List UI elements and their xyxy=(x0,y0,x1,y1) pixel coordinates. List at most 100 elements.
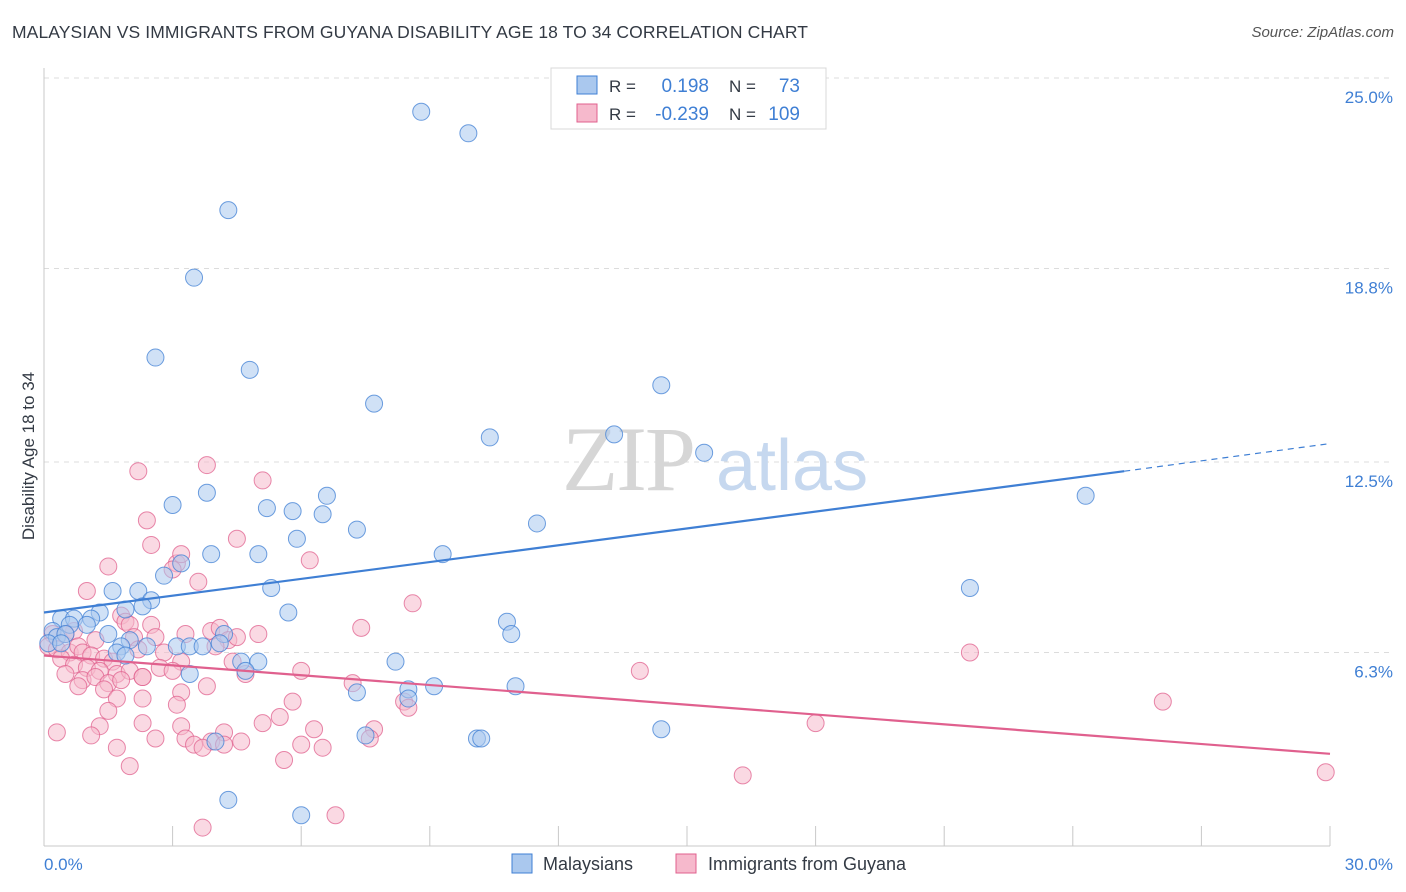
point-guyana-71 xyxy=(283,692,302,711)
point-malaysians-21 xyxy=(202,545,221,564)
point-malaysians-69 xyxy=(356,726,375,745)
point-malaysians-5 xyxy=(240,360,259,379)
source-label: Source: ZipAtlas.com xyxy=(1251,24,1394,41)
point-guyana-68 xyxy=(107,689,126,708)
point-malaysians-19 xyxy=(527,514,546,533)
point-malaysians-11 xyxy=(163,496,182,515)
y-tick-label-3: 25.0% xyxy=(1345,88,1393,107)
point-malaysians-0 xyxy=(412,102,431,121)
point-guyana-69 xyxy=(133,689,152,708)
point-malaysians-67 xyxy=(399,689,418,708)
y-tick-label-2: 18.8% xyxy=(1345,278,1393,297)
point-guyana-61 xyxy=(112,671,131,690)
point-guyana-98 xyxy=(275,750,294,769)
point-guyana-56 xyxy=(630,661,649,680)
point-malaysians-23 xyxy=(433,545,452,564)
point-malaysians-24 xyxy=(155,566,174,585)
point-malaysians-14 xyxy=(283,502,302,521)
point-guyana-3 xyxy=(137,511,156,530)
point-guyana-44 xyxy=(960,643,979,662)
point-guyana-75 xyxy=(99,701,118,720)
point-malaysians-2 xyxy=(219,201,238,220)
point-guyana-57 xyxy=(56,664,75,683)
legend-n-value-1: 73 xyxy=(779,76,800,97)
point-malaysians-22 xyxy=(249,545,268,564)
point-guyana-12 xyxy=(77,582,96,601)
point-malaysians-1 xyxy=(459,124,478,143)
point-malaysians-72 xyxy=(206,732,225,751)
point-guyana-84 xyxy=(47,723,66,742)
trend-line-malaysians xyxy=(43,470,1125,614)
legend-n-label-2: N = xyxy=(729,105,756,124)
point-malaysians-55 xyxy=(210,634,229,653)
legend-n-label-1: N = xyxy=(729,77,756,96)
point-malaysians-6 xyxy=(652,376,671,395)
point-malaysians-74 xyxy=(292,806,311,825)
point-guyana-93 xyxy=(313,738,332,757)
point-malaysians-39 xyxy=(77,615,96,634)
point-malaysians-8 xyxy=(480,428,499,447)
trend-line-guyana xyxy=(43,654,1331,755)
data-points xyxy=(39,102,1335,837)
point-guyana-95 xyxy=(107,738,126,757)
point-guyana-64 xyxy=(95,680,114,699)
point-guyana-97 xyxy=(806,714,825,733)
legend-r-label-2: R = xyxy=(609,105,636,124)
gridlines xyxy=(44,77,1393,653)
y-axis-label: Disability Age 18 to 34 xyxy=(19,372,38,540)
point-malaysians-4 xyxy=(146,348,165,367)
legend-r-value-1: 0.198 xyxy=(661,76,709,97)
point-malaysians-17 xyxy=(317,486,336,505)
point-guyana-99 xyxy=(120,757,139,776)
point-malaysians-59 xyxy=(249,652,268,671)
point-guyana-63 xyxy=(69,677,88,696)
trend-lines xyxy=(43,442,1331,755)
point-guyana-13 xyxy=(403,594,422,613)
point-guyana-2 xyxy=(253,471,272,490)
x-tick-label-min: 0.0% xyxy=(44,855,83,874)
legend-n-value-2: 109 xyxy=(768,104,800,125)
point-malaysians-31 xyxy=(133,597,152,616)
point-malaysians-16 xyxy=(313,505,332,524)
point-guyana-30 xyxy=(249,625,268,644)
point-guyana-76 xyxy=(133,714,152,733)
point-guyana-0 xyxy=(129,462,148,481)
point-malaysians-26 xyxy=(103,582,122,601)
point-guyana-5 xyxy=(142,535,161,554)
point-malaysians-3 xyxy=(185,268,204,287)
point-malaysians-13 xyxy=(257,499,276,518)
watermark: ZIP atlas xyxy=(562,408,868,510)
point-guyana-103 xyxy=(193,818,212,837)
point-malaysians-71 xyxy=(472,729,491,748)
point-malaysians-60 xyxy=(386,652,405,671)
point-guyana-21 xyxy=(352,618,371,637)
series-legend: Malaysians Immigrants from Guyana xyxy=(511,853,907,874)
point-malaysians-29 xyxy=(960,578,979,597)
axes xyxy=(43,68,1331,847)
point-guyana-77 xyxy=(253,714,272,733)
point-guyana-85 xyxy=(82,726,101,745)
stats-legend: R = 0.198 N = 73 R = -0.239 N = 109 xyxy=(550,67,827,130)
point-guyana-78 xyxy=(270,707,289,726)
point-malaysians-73 xyxy=(219,790,238,809)
point-malaysians-65 xyxy=(347,683,366,702)
point-malaysians-9 xyxy=(605,425,624,444)
watermark-atlas: atlas xyxy=(716,426,868,506)
point-guyana-66 xyxy=(197,677,216,696)
point-guyana-70 xyxy=(167,695,186,714)
series-legend-swatch-guyana xyxy=(675,853,697,874)
point-guyana-82 xyxy=(305,720,324,739)
point-malaysians-54 xyxy=(193,637,212,656)
point-guyana-55 xyxy=(292,661,311,680)
point-malaysians-20 xyxy=(1076,486,1095,505)
trend-line-malaysians-extension xyxy=(1124,442,1331,472)
point-guyana-100 xyxy=(733,766,752,785)
point-malaysians-47 xyxy=(502,625,521,644)
point-guyana-4 xyxy=(227,529,246,548)
y-tick-label-1: 12.5% xyxy=(1345,472,1393,491)
point-guyana-92 xyxy=(292,735,311,754)
x-tick-label-max: 30.0% xyxy=(1345,855,1393,874)
point-malaysians-18 xyxy=(347,520,366,539)
point-malaysians-34 xyxy=(279,603,298,622)
legend-r-label-1: R = xyxy=(609,77,636,96)
